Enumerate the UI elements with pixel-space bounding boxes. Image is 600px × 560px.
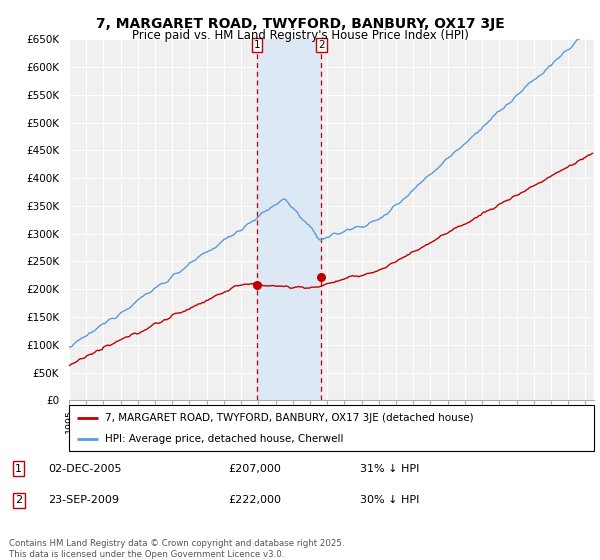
Text: 30% ↓ HPI: 30% ↓ HPI — [360, 495, 419, 505]
Text: 1: 1 — [254, 40, 260, 50]
Text: 23-SEP-2009: 23-SEP-2009 — [48, 495, 119, 505]
Text: 7, MARGARET ROAD, TWYFORD, BANBURY, OX17 3JE (detached house): 7, MARGARET ROAD, TWYFORD, BANBURY, OX17… — [105, 413, 473, 423]
Text: 7, MARGARET ROAD, TWYFORD, BANBURY, OX17 3JE: 7, MARGARET ROAD, TWYFORD, BANBURY, OX17… — [95, 17, 505, 31]
Text: Price paid vs. HM Land Registry's House Price Index (HPI): Price paid vs. HM Land Registry's House … — [131, 29, 469, 42]
Text: 2: 2 — [318, 40, 325, 50]
Text: HPI: Average price, detached house, Cherwell: HPI: Average price, detached house, Cher… — [105, 435, 343, 444]
Text: 31% ↓ HPI: 31% ↓ HPI — [360, 464, 419, 474]
Bar — [257, 39, 322, 400]
Text: 2: 2 — [15, 495, 22, 505]
Text: £222,000: £222,000 — [228, 495, 281, 505]
Text: £207,000: £207,000 — [228, 464, 281, 474]
Text: Contains HM Land Registry data © Crown copyright and database right 2025.
This d: Contains HM Land Registry data © Crown c… — [9, 539, 344, 559]
Text: 1: 1 — [15, 464, 22, 474]
Text: 02-DEC-2005: 02-DEC-2005 — [48, 464, 121, 474]
